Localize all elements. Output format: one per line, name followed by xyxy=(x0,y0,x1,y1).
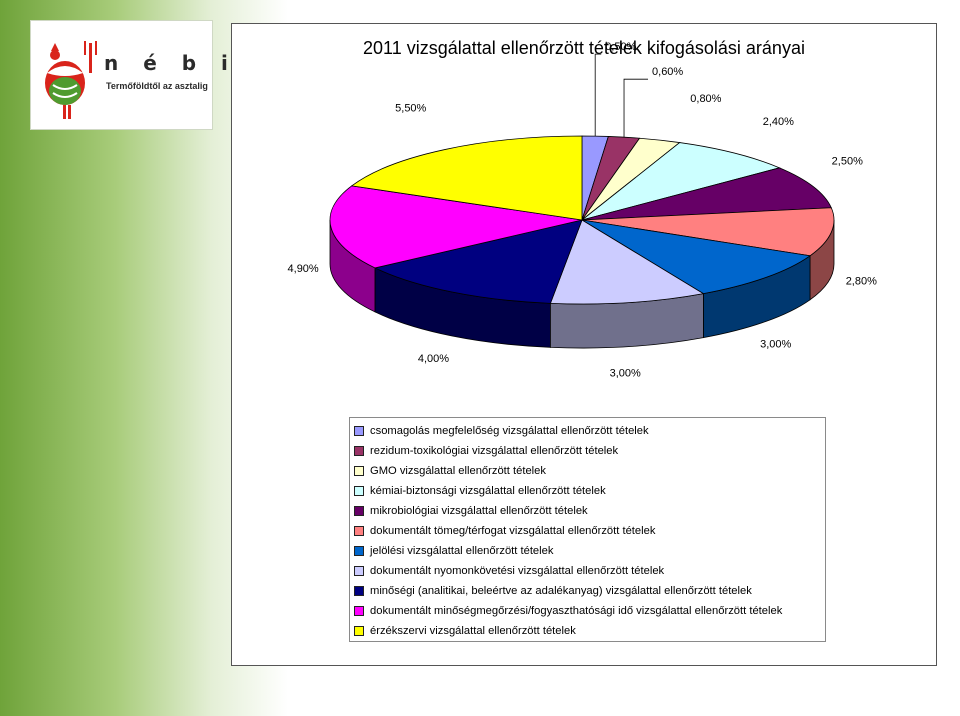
legend-swatch xyxy=(354,606,364,616)
pie-slice-8 xyxy=(549,219,705,305)
data-label-3: 0,80% xyxy=(690,93,721,105)
legend-label: rezidum-toxikológiai vizsgálattal ellenő… xyxy=(370,445,619,457)
pie-slice-11 xyxy=(350,135,583,221)
legend-item: minőségi (analitikai, beleértve az adalé… xyxy=(354,582,752,600)
legend-item: GMO vizsgálattal ellenőrzött tételek xyxy=(354,462,546,480)
legend-swatch xyxy=(354,526,364,536)
pie-chart: 0,50% 0,60% 0,80% 2,40% 2,50% 2,80% 3,00% 3,00%… xyxy=(288,41,878,380)
legend-item: csomagolás megfelelőség vizsgálattal ell… xyxy=(354,422,649,440)
legend-swatch xyxy=(354,446,364,456)
logo-tagline: Termőföldtől az asztalig xyxy=(106,81,208,91)
legend-item: kémiai-biztonsági vizsgálattal ellenőrzö… xyxy=(354,482,606,500)
data-label-10: 4,90% xyxy=(288,263,319,275)
data-label-5: 2,50% xyxy=(832,156,863,168)
legend-item: mikrobiológiai vizsgálattal ellenőrzött … xyxy=(354,502,588,520)
pie-slice-4 xyxy=(581,142,781,221)
legend-item: dokumentált tömeg/térfogat vizsgálattal … xyxy=(354,522,655,540)
legend-swatch xyxy=(354,426,364,436)
legend-item: érzékszervi vizsgálattal ellenőrzött tét… xyxy=(354,622,576,640)
legend-swatch xyxy=(354,506,364,516)
legend-label: minőségi (analitikai, beleértve az adalé… xyxy=(370,585,752,597)
leader-line-1 xyxy=(594,53,602,137)
chart-title: 2011 vizsgálattal ellenőrzött tételek ki… xyxy=(363,38,805,58)
data-label-8: 3,00% xyxy=(610,368,641,380)
legend-label: csomagolás megfelelőség vizsgálattal ell… xyxy=(370,425,649,437)
data-label-11: 5,50% xyxy=(395,103,426,115)
data-label-9: 4,00% xyxy=(418,353,449,365)
data-label-4: 2,40% xyxy=(763,116,794,128)
data-label-2: 0,60% xyxy=(652,66,683,78)
data-label-1: 0,50% xyxy=(605,41,636,53)
legend-label: jelölési vizsgálattal ellenőrzött tétele… xyxy=(370,545,554,557)
legend-label: dokumentált tömeg/térfogat vizsgálattal … xyxy=(370,525,656,537)
pie-slice-7 xyxy=(581,219,812,295)
legend-label: mikrobiológiai vizsgálattal ellenőrzött … xyxy=(370,505,588,517)
chart-area: 2011 vizsgálattal ellenőrzött tételek ki… xyxy=(231,23,937,666)
legend-swatch xyxy=(354,566,364,576)
data-label-6: 2,80% xyxy=(846,275,877,287)
pie-slice-6 xyxy=(581,207,835,257)
legend-item: rezidum-toxikológiai vizsgálattal ellenő… xyxy=(354,442,618,460)
pie-slice-5 xyxy=(581,167,832,221)
legend-label: kémiai-biztonsági vizsgálattal ellenőrzö… xyxy=(370,485,606,497)
nebih-logo: n é b i h Termőföldtől az asztalig xyxy=(30,20,267,130)
legend-item: dokumentált minőségmegőrzési/fogyaszthat… xyxy=(354,602,782,620)
legend-label: érzékszervi vizsgálattal ellenőrzött tét… xyxy=(370,625,576,637)
chart-legend: csomagolás megfelelőség vizsgálattal ell… xyxy=(349,417,826,642)
rooster-logo-icon xyxy=(45,41,97,119)
legend-swatch xyxy=(354,486,364,496)
legend-label: dokumentált minőségmegőrzési/fogyaszthat… xyxy=(370,605,783,617)
leader-line-2 xyxy=(623,78,649,138)
pie-slice-10 xyxy=(329,185,583,269)
legend-swatch xyxy=(354,546,364,556)
data-label-7: 3,00% xyxy=(760,339,791,351)
pie-slice-9 xyxy=(373,219,583,304)
legend-swatch xyxy=(354,466,364,476)
legend-swatch xyxy=(354,626,364,636)
legend-item: jelölési vizsgálattal ellenőrzött tétele… xyxy=(354,542,553,560)
legend-label: GMO vizsgálattal ellenőrzött tételek xyxy=(370,465,546,477)
legend-label: dokumentált nyomonkövetési vizsgálattal … xyxy=(370,565,665,577)
legend-swatch xyxy=(354,586,364,596)
legend-item: dokumentált nyomonkövetési vizsgálattal … xyxy=(354,562,664,580)
